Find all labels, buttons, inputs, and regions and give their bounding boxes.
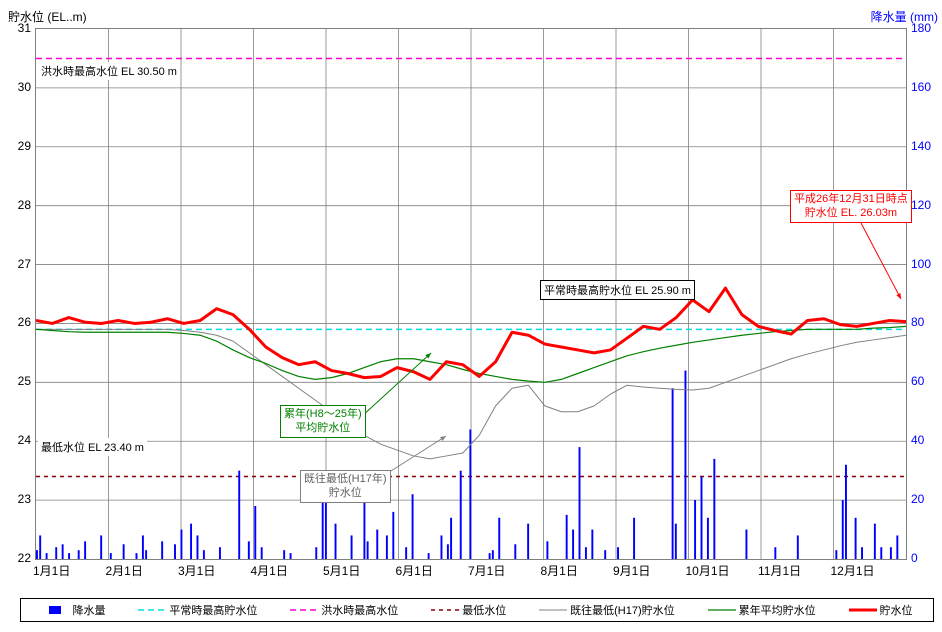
chart-container: 貯水位 (EL..m) 降水量 (mm) 洪水時最高水位 EL 30.50 m …: [0, 0, 942, 632]
x-tick: 8月1日: [541, 562, 578, 579]
avg-annotation-line2: 平均貯水位: [295, 422, 350, 434]
y-right-tick: 140: [911, 139, 941, 153]
y-left-tick: 29: [6, 139, 31, 153]
legend-swatch: [708, 604, 736, 616]
y-right-tick: 60: [911, 374, 941, 388]
y-right-tick: 80: [911, 315, 941, 329]
plot-area: [35, 28, 907, 560]
endpoint-annotation-line2: 貯水位 EL. 26.03m: [805, 207, 897, 219]
pastmin-annotation-line1: 既往最低(H17年): [304, 473, 387, 485]
x-tick: 12月1日: [831, 562, 875, 579]
y-right-tick: 100: [911, 257, 941, 271]
y-left-tick: 27: [6, 257, 31, 271]
y-left-tick: 25: [6, 374, 31, 388]
legend-swatch: [849, 604, 877, 616]
legend-label: 最低水位: [462, 602, 506, 618]
legend-swatch: [138, 604, 166, 616]
legend-label: 既往最低(H17)貯水位: [570, 602, 675, 618]
y-left-tick: 24: [6, 433, 31, 447]
legend-swatch: [431, 604, 459, 616]
y-left-tick: 28: [6, 198, 31, 212]
x-tick: 10月1日: [686, 562, 730, 579]
avg-annotation-line1: 累年(H8～25年): [284, 408, 362, 420]
past-min-annotation: 既往最低(H17年) 貯水位: [300, 470, 391, 503]
y-left-tick: 31: [6, 21, 31, 35]
x-tick: 11月1日: [758, 562, 801, 579]
y-right-tick: 180: [911, 21, 941, 35]
legend-item-normal_max: 平常時最高貯水位: [138, 602, 257, 618]
endpoint-annotation-line1: 平成26年12月31日時点: [794, 193, 908, 205]
x-tick: 1月1日: [33, 562, 70, 579]
legend-item-water_level: 貯水位: [849, 602, 913, 618]
y-right-tick: 0: [911, 551, 941, 565]
y-right-tick: 40: [911, 433, 941, 447]
flood-max-label: 洪水時最高水位 EL 30.50 m: [38, 62, 180, 80]
legend-item-past_min: 既往最低(H17)貯水位: [539, 602, 675, 618]
legend-label: 洪水時最高水位: [321, 602, 398, 618]
x-tick: 3月1日: [178, 562, 215, 579]
x-tick: 5月1日: [323, 562, 360, 579]
x-tick: 9月1日: [613, 562, 650, 579]
y-left-tick: 22: [6, 551, 31, 565]
pastmin-annotation-line2: 貯水位: [329, 487, 362, 499]
min-level-label: 最低水位 EL 23.40 m: [38, 438, 147, 456]
y-right-tick: 160: [911, 80, 941, 94]
legend-label: 貯水位: [880, 602, 913, 618]
legend-swatch: [539, 604, 567, 616]
x-tick: 2月1日: [106, 562, 143, 579]
legend: 降水量 平常時最高貯水位 洪水時最高水位 最低水位 既往最低(H17)貯水位 累年平均貯水…: [20, 598, 934, 622]
y-left-tick: 26: [6, 315, 31, 329]
legend-item-flood_max: 洪水時最高水位: [290, 602, 398, 618]
legend-label: 降水量: [72, 602, 105, 618]
normal-max-label: 平常時最高貯水位 EL 25.90 m: [540, 280, 695, 300]
y-right-tick: 20: [911, 492, 941, 506]
x-tick: 4月1日: [251, 562, 288, 579]
legend-item-avg_level: 累年平均貯水位: [708, 602, 816, 618]
endpoint-annotation: 平成26年12月31日時点 貯水位 EL. 26.03m: [790, 190, 912, 223]
legend-label: 累年平均貯水位: [739, 602, 816, 618]
y-left-tick: 30: [6, 80, 31, 94]
legend-label: 平常時最高貯水位: [169, 602, 257, 618]
x-tick: 7月1日: [468, 562, 505, 579]
y-left-tick: 23: [6, 492, 31, 506]
y-right-tick: 120: [911, 198, 941, 212]
legend-swatch: [41, 604, 69, 616]
avg-level-annotation: 累年(H8～25年) 平均貯水位: [280, 405, 366, 438]
legend-swatch: [290, 604, 318, 616]
legend-item-precip: 降水量: [41, 602, 105, 618]
legend-item-min_level: 最低水位: [431, 602, 506, 618]
x-tick: 6月1日: [396, 562, 433, 579]
